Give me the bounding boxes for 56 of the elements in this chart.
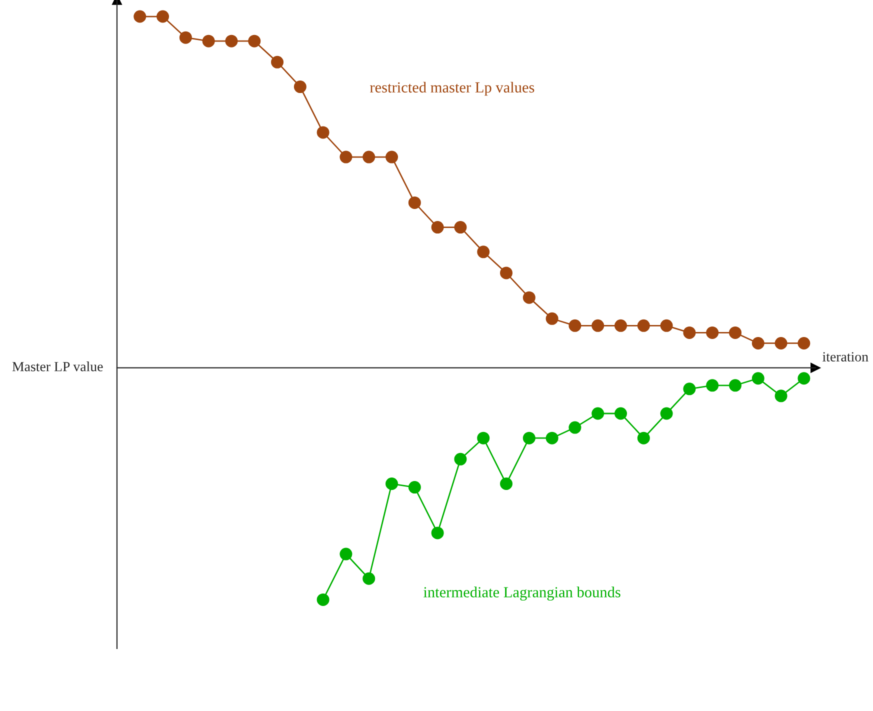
point xyxy=(294,80,306,94)
point xyxy=(683,382,696,396)
point xyxy=(500,266,513,280)
point xyxy=(362,150,376,164)
point xyxy=(660,407,673,420)
point xyxy=(316,593,330,606)
point xyxy=(179,31,192,44)
point xyxy=(386,478,398,490)
point xyxy=(225,34,238,48)
point xyxy=(340,150,352,164)
point xyxy=(408,196,421,209)
point xyxy=(798,372,810,385)
point xyxy=(774,390,788,402)
point xyxy=(316,126,330,139)
text: restricted master Lp values xyxy=(370,82,534,96)
point xyxy=(477,432,490,444)
point xyxy=(522,291,536,304)
point xyxy=(134,10,146,23)
y-axis-title: Master LP value xyxy=(12,362,103,372)
point xyxy=(774,336,788,350)
text: intermediate Lagrangian bounds xyxy=(424,586,620,601)
point xyxy=(202,34,215,48)
point xyxy=(248,34,261,48)
point xyxy=(706,379,719,392)
point xyxy=(683,326,696,339)
point xyxy=(798,336,810,350)
point xyxy=(271,56,284,68)
point xyxy=(477,246,490,258)
point xyxy=(522,432,536,444)
point xyxy=(386,150,398,164)
point xyxy=(500,478,513,490)
point xyxy=(637,319,650,332)
point xyxy=(340,548,352,560)
point xyxy=(454,452,467,466)
point xyxy=(156,10,170,23)
point xyxy=(362,572,376,585)
point xyxy=(706,326,719,339)
point xyxy=(408,481,421,494)
point xyxy=(728,379,742,392)
point xyxy=(728,326,742,339)
point xyxy=(592,407,604,420)
point xyxy=(592,319,604,332)
point xyxy=(752,336,764,350)
point xyxy=(660,319,673,332)
x-axis-title: iteration xyxy=(822,352,868,362)
point xyxy=(637,432,650,444)
point xyxy=(431,221,444,234)
point xyxy=(546,432,558,444)
point xyxy=(568,421,582,434)
point xyxy=(614,319,627,332)
point xyxy=(614,407,627,420)
point xyxy=(568,319,582,332)
point xyxy=(431,526,444,540)
point xyxy=(752,372,764,385)
point xyxy=(454,221,467,234)
point xyxy=(546,312,558,325)
